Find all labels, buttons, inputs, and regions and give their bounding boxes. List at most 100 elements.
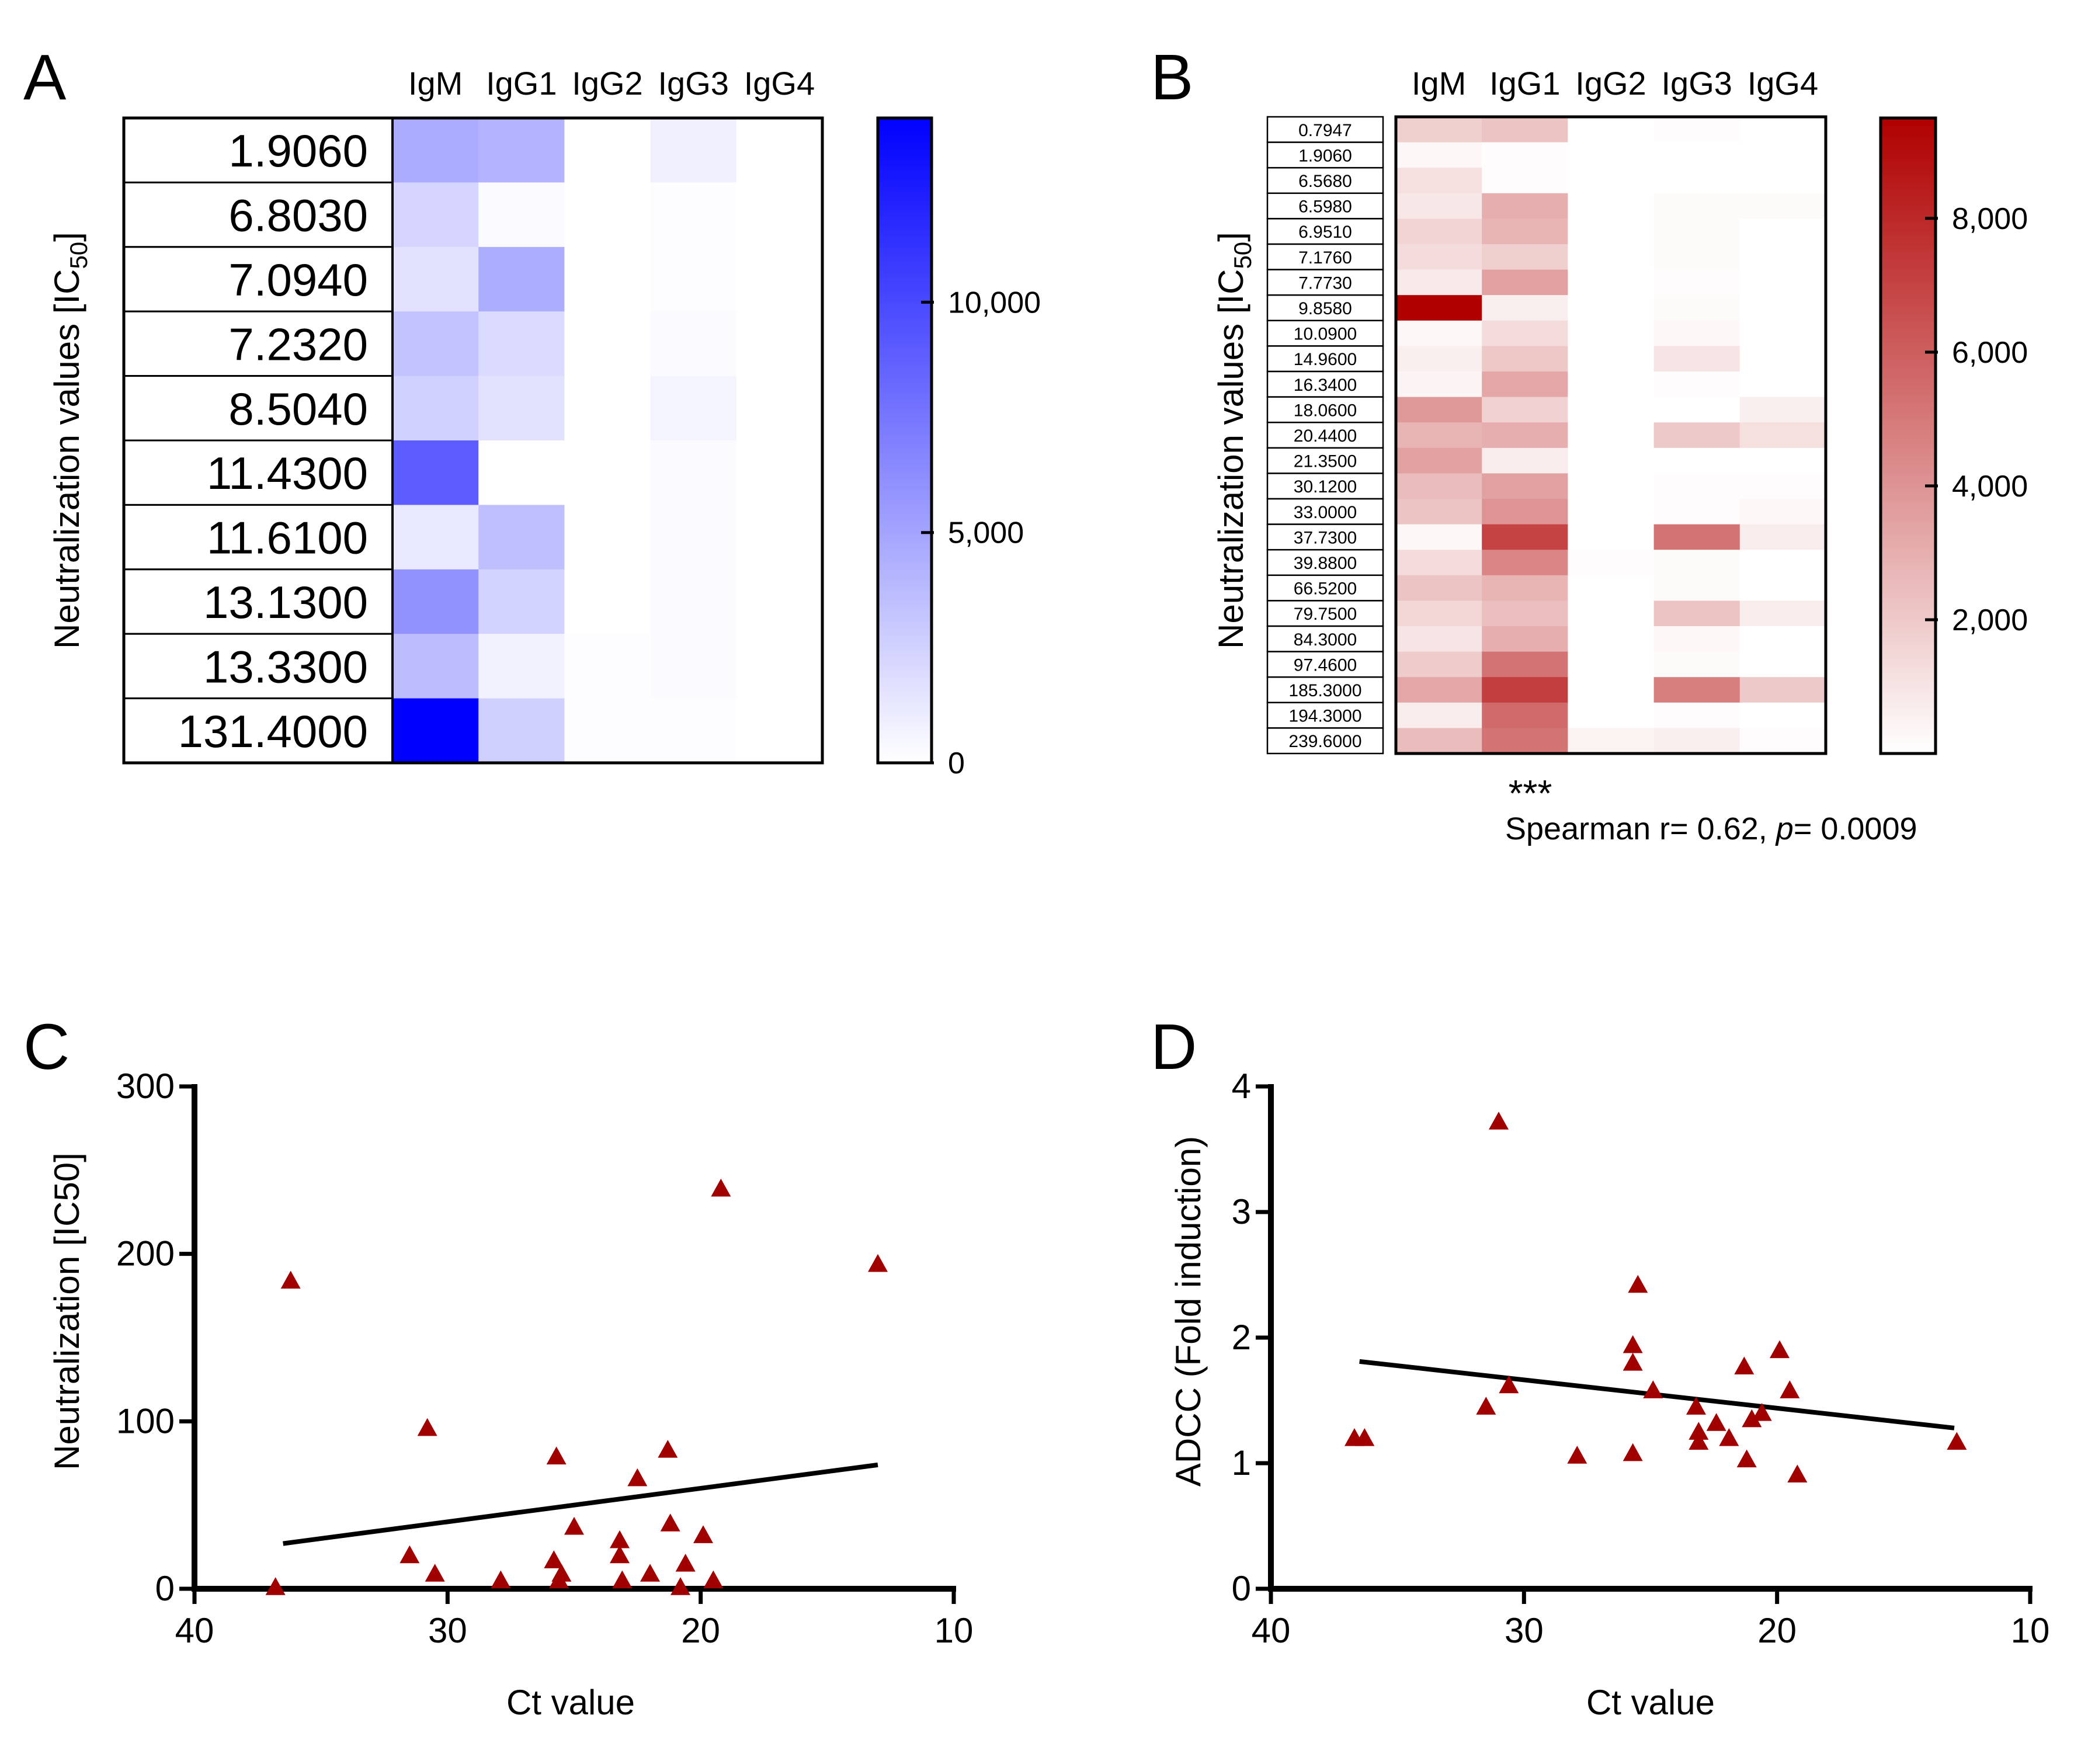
heatmap-cell-b-r13-c2 xyxy=(1568,447,1655,474)
heatmap-cell-b-r18-c0 xyxy=(1396,575,1482,601)
heatmap-cell-b-r4-c2 xyxy=(1568,218,1655,245)
panel-c-data-point xyxy=(660,1513,680,1532)
heatmap-cell-b-r10-c4 xyxy=(1739,371,1826,398)
heatmap-cell-b-r9-c2 xyxy=(1568,346,1655,372)
panel-d-letter: D xyxy=(1151,1011,1197,1083)
panel-d-data-point xyxy=(1499,1375,1519,1394)
row-label-box xyxy=(123,117,394,183)
panel-d-x-tick-label: 20 xyxy=(1757,1611,1797,1650)
heatmap-cell-b-r20-c4 xyxy=(1739,626,1826,652)
heatmap-cell-a-r0-c4 xyxy=(736,118,823,183)
panel-d-scatter: D 0 1 2 3 4 40 30 20 10 Ct value ADCC (Fold indu… xyxy=(1151,1011,2049,1722)
heatmap-cell-b-r2-c1 xyxy=(1482,168,1568,194)
heatmap-cell-a-r5-c4 xyxy=(736,440,823,505)
heatmap-cell-b-r17-c2 xyxy=(1568,550,1655,576)
column-label-igg3: IgG3 xyxy=(658,65,728,102)
heatmap-cell-b-r1-c2 xyxy=(1568,142,1655,168)
heatmap-cell-b-r7-c4 xyxy=(1739,295,1826,321)
heatmap-cell-a-r4-c3 xyxy=(650,376,737,441)
row-label-box xyxy=(1266,625,1384,652)
heatmap-cell-a-r6-c2 xyxy=(564,505,651,570)
heatmap-cell-a-r3-c3 xyxy=(650,311,737,377)
heatmap-cell-b-r11-c4 xyxy=(1739,397,1826,423)
heatmap-cell-b-r23-c4 xyxy=(1739,702,1826,728)
heatmap-cell-b-r18-c2 xyxy=(1568,575,1655,601)
heatmap-cell-b-r3-c1 xyxy=(1482,193,1568,219)
row-label-box xyxy=(1266,574,1384,602)
row-label-ic50: 39.8800 xyxy=(1294,554,1357,573)
column-label-igm: IgM xyxy=(1412,65,1466,102)
heatmap-cell-a-r9-c1 xyxy=(478,698,565,763)
heatmap-cell-a-r9-c0 xyxy=(392,698,479,763)
heatmap-cell-a-r8-c0 xyxy=(392,634,479,699)
heatmap-cell-b-r5-c2 xyxy=(1568,244,1655,270)
row-label-box xyxy=(1266,473,1384,500)
heatmap-cell-b-r10-c1 xyxy=(1482,371,1568,398)
colorbar-tick-label: 0 xyxy=(948,746,965,780)
heatmap-cell-a-r3-c1 xyxy=(478,311,565,377)
heatmap-cell-a-r7-c1 xyxy=(478,569,565,634)
row-label-box xyxy=(1266,421,1384,449)
row-label-box xyxy=(1266,116,1384,143)
heatmap-cell-a-r0-c0 xyxy=(392,118,479,183)
panel-d-data-point xyxy=(1686,1397,1706,1415)
heatmap-cell-b-r22-c2 xyxy=(1568,677,1655,703)
heatmap-cell-a-r6-c1 xyxy=(478,505,565,570)
heatmap-cell-b-r6-c4 xyxy=(1739,269,1826,296)
row-label-ic50: 11.4300 xyxy=(207,447,368,499)
panel-c-scatter: C 0 100 200 300 40 30 20 10 Ct value Neutraliza… xyxy=(23,1011,973,1722)
heatmap-cell-b-r21-c3 xyxy=(1653,651,1740,678)
heatmap-cell-b-r2-c2 xyxy=(1568,168,1655,194)
row-label-box xyxy=(1266,192,1384,220)
heatmap-cell-a-r7-c3 xyxy=(650,569,737,634)
column-label-igg2: IgG2 xyxy=(572,65,642,102)
heatmap-cell-a-r0-c1 xyxy=(478,118,565,183)
panel-d-data-point xyxy=(1643,1380,1663,1398)
panel-c-y-tick-label: 200 xyxy=(116,1234,175,1273)
heatmap-cell-b-r1-c3 xyxy=(1653,142,1740,168)
heatmap-cell-a-r2-c1 xyxy=(478,246,565,312)
panel-c-data-point xyxy=(280,1270,301,1289)
heatmap-cell-b-r8-c0 xyxy=(1396,320,1482,346)
panel-d-data-point xyxy=(1623,1335,1643,1353)
panel-a-cells xyxy=(392,118,823,763)
heatmap-cell-b-r21-c2 xyxy=(1568,651,1655,678)
panel-b-cells xyxy=(1396,117,1826,754)
heatmap-cell-b-r4-c1 xyxy=(1482,218,1568,245)
heatmap-cell-b-r13-c4 xyxy=(1739,447,1826,474)
heatmap-cell-b-r7-c0 xyxy=(1396,295,1482,321)
column-label-igg4: IgG4 xyxy=(744,65,815,102)
heatmap-cell-b-r24-c1 xyxy=(1482,728,1568,754)
heatmap-cell-b-r17-c3 xyxy=(1653,550,1740,576)
heatmap-cell-b-r8-c3 xyxy=(1653,320,1740,346)
heatmap-cell-b-r16-c0 xyxy=(1396,524,1482,550)
panel-c-data-point xyxy=(703,1570,724,1589)
heatmap-cell-a-r5-c0 xyxy=(392,440,479,505)
panel-d-x-tick-label: 10 xyxy=(2011,1611,2050,1650)
heatmap-cell-b-r15-c2 xyxy=(1568,499,1655,525)
column-label-igg1: IgG1 xyxy=(486,65,557,102)
panel-b-heatmap: B IgM IgG1 IgG2 IgG3 IgG4 0.7947 1.9060 6.5680… xyxy=(1151,41,2028,846)
heatmap-cell-b-r8-c2 xyxy=(1568,320,1655,346)
heatmap-cell-b-r14-c2 xyxy=(1568,473,1655,499)
heatmap-cell-b-r7-c1 xyxy=(1482,295,1568,321)
heatmap-cell-b-r13-c1 xyxy=(1482,447,1568,474)
panel-c-x-tick-label: 30 xyxy=(428,1611,467,1650)
row-label-ic50: 185.3000 xyxy=(1288,681,1361,700)
row-label-ic50: 21.3500 xyxy=(1294,452,1357,471)
panel-c-letter: C xyxy=(23,1011,70,1083)
panel-c-data-point xyxy=(711,1178,731,1197)
row-label-ic50: 6.8030 xyxy=(228,190,368,241)
panel-a-heatmap: A IgM IgG1 IgG2 IgG3 IgG4 1.9060 6.8030 7.0940… xyxy=(23,41,1041,780)
panel-a-row-labels: 1.9060 6.8030 7.0940 7.2320 8.5040 11.4300 11.… xyxy=(123,117,394,764)
panel-c-data-point xyxy=(610,1545,630,1564)
heatmap-cell-b-r14-c1 xyxy=(1482,473,1568,499)
panel-d-y-tick-label: 1 xyxy=(1232,1443,1251,1482)
row-label-ic50: 1.9060 xyxy=(228,125,368,176)
heatmap-cell-a-r9-c2 xyxy=(564,698,651,763)
heatmap-cell-a-r3-c0 xyxy=(392,311,479,377)
panel-b-frame xyxy=(1394,115,1828,755)
row-label-box xyxy=(1266,523,1384,551)
panel-c-x-tick-label: 20 xyxy=(681,1611,720,1650)
heatmap-cell-b-r12-c0 xyxy=(1396,422,1482,449)
